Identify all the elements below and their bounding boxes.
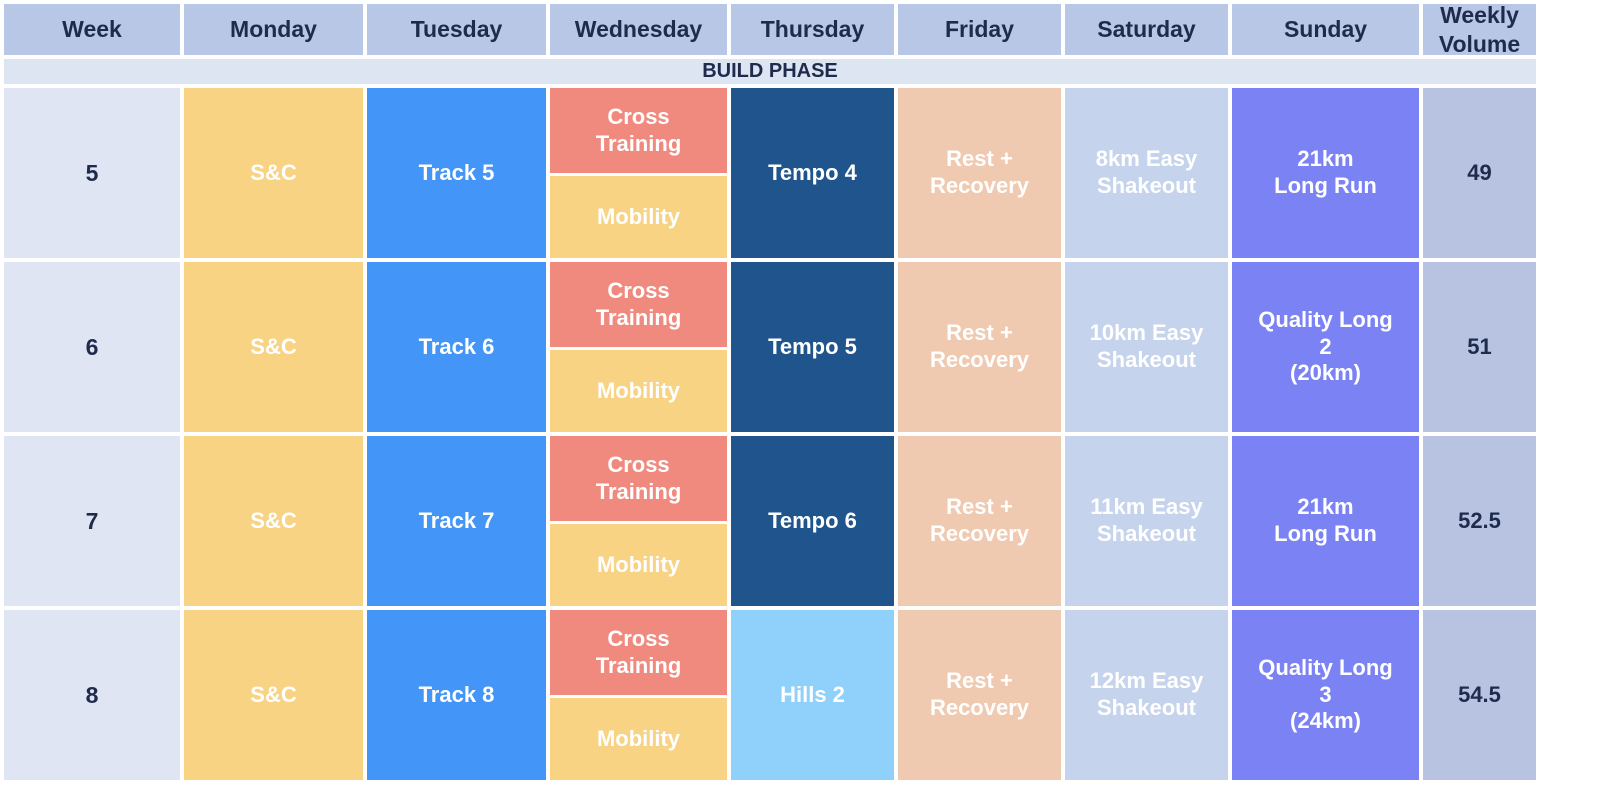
saturday-session: 10km Easy Shakeout [1065,262,1228,432]
week-number: 6 [4,262,180,432]
sunday-session: 21km Long Run [1232,436,1419,606]
tuesday-session: Track 5 [367,88,546,258]
header-thursday: Thursday [731,4,894,55]
thursday-session: Tempo 6 [731,436,894,606]
header-volume: Weekly Volume [1423,2,1536,57]
week-number: 7 [4,436,180,606]
wednesday-cross-training: Cross Training [550,436,727,521]
wednesday-mobility: Mobility [550,524,727,606]
weekly-volume: 49 [1423,88,1536,258]
monday-session: S&C [184,436,363,606]
weekly-volume: 54.5 [1423,610,1536,780]
header-friday: Friday [898,4,1061,55]
friday-session: Rest + Recovery [898,436,1061,606]
monday-session: S&C [184,88,363,258]
friday-session: Rest + Recovery [898,262,1061,432]
thursday-session: Hills 2 [731,610,894,780]
thursday-session: Tempo 5 [731,262,894,432]
wednesday-cross-training: Cross Training [550,88,727,173]
week-number: 8 [4,610,180,780]
week-number: 5 [4,88,180,258]
sunday-session: 21km Long Run [1232,88,1419,258]
tuesday-session: Track 7 [367,436,546,606]
wednesday-mobility: Mobility [550,350,727,432]
tuesday-session: Track 8 [367,610,546,780]
saturday-session: 12km Easy Shakeout [1065,610,1228,780]
phase-banner: BUILD PHASE [4,59,1536,84]
thursday-session: Tempo 4 [731,88,894,258]
wednesday-cross-training: Cross Training [550,610,727,695]
saturday-session: 8km Easy Shakeout [1065,88,1228,258]
monday-session: S&C [184,262,363,432]
wednesday-mobility: Mobility [550,698,727,780]
header-monday: Monday [184,4,363,55]
weekly-volume: 51 [1423,262,1536,432]
weekly-volume: 52.5 [1423,436,1536,606]
header-wednesday: Wednesday [550,4,727,55]
wednesday-cross-training: Cross Training [550,262,727,347]
monday-session: S&C [184,610,363,780]
sunday-session: Quality Long 3 (24km) [1232,610,1419,780]
tuesday-session: Track 6 [367,262,546,432]
header-saturday: Saturday [1065,4,1228,55]
friday-session: Rest + Recovery [898,88,1061,258]
friday-session: Rest + Recovery [898,610,1061,780]
wednesday-mobility: Mobility [550,176,727,258]
header-tuesday: Tuesday [367,4,546,55]
header-week: Week [4,4,180,55]
saturday-session: 11km Easy Shakeout [1065,436,1228,606]
header-sunday: Sunday [1232,4,1419,55]
sunday-session: Quality Long 2 (20km) [1232,262,1419,432]
